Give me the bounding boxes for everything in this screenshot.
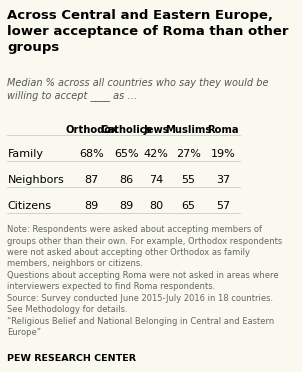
Text: 74: 74 [149,175,163,185]
Text: Muslims: Muslims [165,125,211,135]
Text: 55: 55 [181,175,195,185]
Text: Family: Family [8,149,43,159]
Text: Across Central and Eastern Europe,
lower acceptance of Roma than other
groups: Across Central and Eastern Europe, lower… [8,9,289,54]
Text: 65%: 65% [114,149,139,159]
Text: Citizens: Citizens [8,201,51,211]
Text: 87: 87 [85,175,99,185]
Text: Note: Respondents were asked about accepting members of
groups other than their : Note: Respondents were asked about accep… [8,225,283,337]
Text: Catholics: Catholics [101,125,152,135]
Text: Roma: Roma [207,125,239,135]
Text: 27%: 27% [176,149,201,159]
Text: PEW RESEARCH CENTER: PEW RESEARCH CENTER [8,354,137,363]
Text: 65: 65 [181,201,195,211]
Text: Median % across all countries who say they would be
willing to accept ____ as …: Median % across all countries who say th… [8,78,269,102]
Text: 86: 86 [119,175,133,185]
Text: 89: 89 [119,201,133,211]
Text: Neighbors: Neighbors [8,175,64,185]
Text: 89: 89 [85,201,99,211]
Text: 57: 57 [216,201,230,211]
Text: 42%: 42% [143,149,169,159]
Text: 37: 37 [216,175,230,185]
Text: 19%: 19% [210,149,235,159]
Text: 80: 80 [149,201,163,211]
Text: Jews: Jews [143,125,169,135]
Text: 68%: 68% [79,149,104,159]
Text: Orthodox: Orthodox [65,125,118,135]
